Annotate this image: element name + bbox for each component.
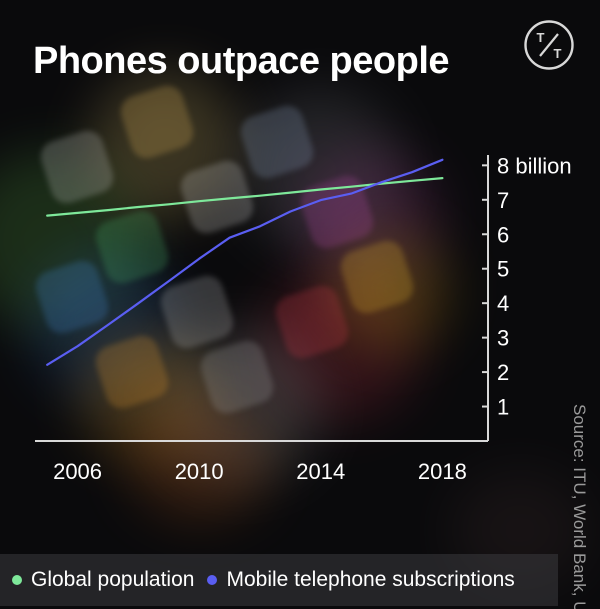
- y-tick-label: 3: [497, 326, 509, 351]
- x-tick-label: 2006: [53, 459, 102, 484]
- x-tick-label: 2014: [296, 459, 345, 484]
- legend-dot-icon: [207, 575, 218, 585]
- y-tick-label: 8 billion: [497, 153, 572, 178]
- legend-item-mobile-subscriptions: Mobile telephone subscriptions: [207, 568, 515, 592]
- logo-letter-top: T: [537, 30, 545, 45]
- y-tick-label: 6: [497, 222, 509, 247]
- legend-label: Mobile telephone subscriptions: [226, 568, 515, 591]
- y-tick-label: 5: [497, 257, 509, 282]
- x-tick-label: 2018: [418, 459, 467, 484]
- tt-logo-icon: T T: [524, 20, 574, 70]
- y-tick-label: 2: [497, 360, 509, 385]
- legend-item-global-population: Global population: [12, 568, 194, 592]
- y-tick-label: 1: [497, 395, 509, 420]
- series-line-mobile-subscriptions: [46, 158, 444, 366]
- logo-letter-bottom: T: [554, 46, 562, 61]
- series-line-global-population: [46, 177, 444, 217]
- source-note: Source: ITU, World Bank, UN: [570, 404, 589, 609]
- x-tick-label: 2010: [175, 459, 224, 484]
- legend-dot-icon: [12, 575, 22, 585]
- legend-label: Global population: [31, 568, 195, 591]
- y-tick-label: 7: [497, 188, 509, 213]
- chart-title: Phones outpace people: [33, 40, 450, 82]
- chart-legend: Global population Mobile telephone subsc…: [0, 554, 558, 606]
- y-tick-label: 4: [497, 291, 509, 316]
